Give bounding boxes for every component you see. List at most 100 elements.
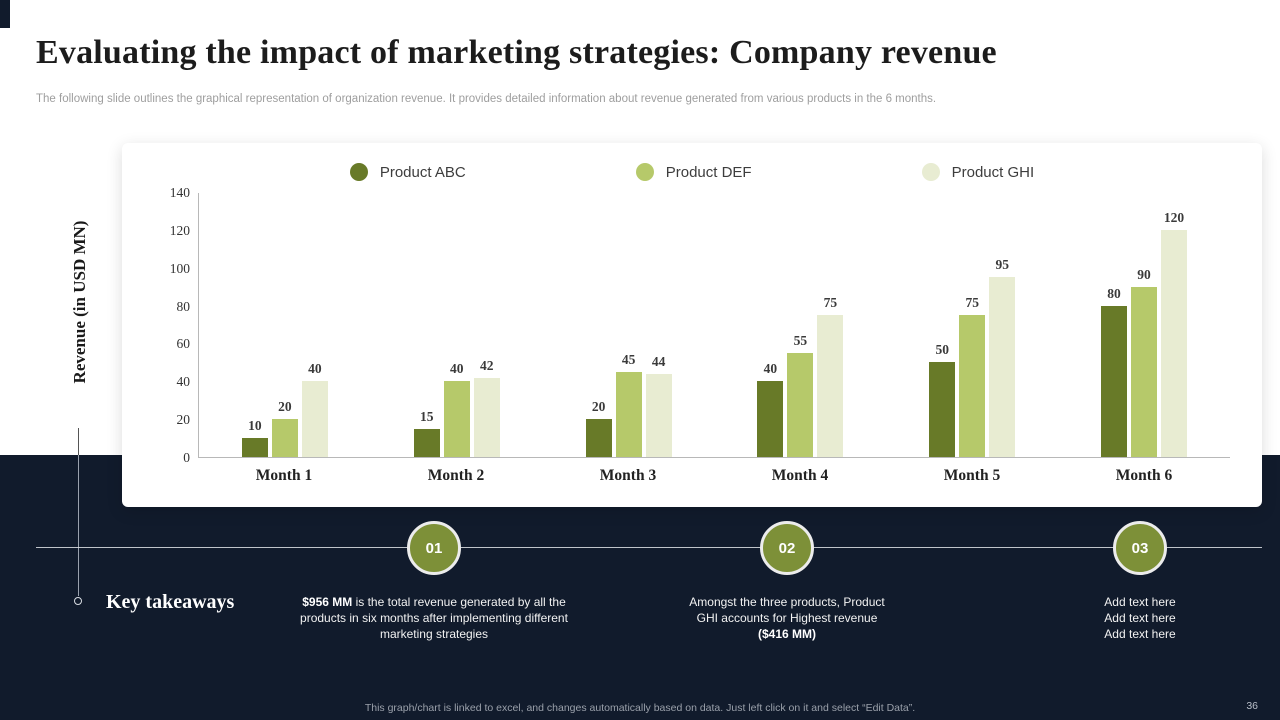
bar-value-label: 55 <box>793 332 808 348</box>
bar-product-def-month-4 <box>787 352 814 457</box>
footer-note: This graph/chart is linked to excel, and… <box>364 702 916 714</box>
y-axis-tick: 20 <box>176 412 191 428</box>
bar-value-label: 120 <box>1163 209 1185 225</box>
bar-wrap: 42 <box>473 357 500 457</box>
bar-wrap: 75 <box>817 295 844 457</box>
bar-product-abc-month-5 <box>929 362 956 457</box>
bar-product-abc-month-4 <box>757 381 784 457</box>
y-axis-tick: 60 <box>176 336 191 352</box>
takeaway-text-1: $956 MM is the total revenue generated b… <box>294 595 574 642</box>
legend-dot <box>349 163 368 181</box>
milestone-number: 03 <box>1131 539 1149 557</box>
connector-ring-icon <box>74 597 82 605</box>
takeaway-body: Amongst the three products, Product GHI … <box>689 595 885 625</box>
bar-wrap: 40 <box>757 361 784 457</box>
y-axis-title: Revenue (in USD MN) <box>70 220 89 384</box>
x-axis-label: Month 6 <box>1115 467 1173 484</box>
connector-line <box>78 455 79 596</box>
bar-wrap: 75 <box>959 295 986 457</box>
legend-item-product-abc: Product ABC <box>349 163 466 181</box>
bar-wrap: 20 <box>585 399 612 457</box>
takeaway-line: Add text here <box>1104 595 1176 609</box>
x-axis-label: Month 2 <box>427 467 485 484</box>
bar-group-month-6: 80 90 120 <box>1058 193 1230 457</box>
connector-line <box>78 428 79 455</box>
chart-card: Product ABC Product DEF Product GHI 0 20 4… <box>122 143 1262 507</box>
y-axis-tick: 80 <box>176 298 191 314</box>
takeaway-text-3: Add text here Add text here Add text her… <box>1075 595 1205 642</box>
bar-value-label: 75 <box>823 295 838 311</box>
bar-value-label: 40 <box>763 361 778 377</box>
bar-wrap: 44 <box>645 353 672 457</box>
page-title: Evaluating the impact of marketing strat… <box>36 34 997 71</box>
bar-value-label: 44 <box>651 353 666 369</box>
takeaway-body: is the total revenue generated by all th… <box>300 595 568 641</box>
milestone-number: 01 <box>425 539 443 557</box>
bar-product-abc-month-2 <box>413 428 440 457</box>
bar-group-month-3: 20 45 44 <box>543 193 715 457</box>
legend-label: Product DEF <box>665 163 752 181</box>
bar-wrap: 50 <box>929 342 956 457</box>
bar-wrap: 15 <box>413 408 440 457</box>
milestone-number: 02 <box>778 539 796 557</box>
bar-group-month-1: 10 20 40 <box>199 193 371 457</box>
chart-legend: Product ABC Product DEF Product GHI <box>142 163 1242 181</box>
x-axis-label: Month 5 <box>943 467 1001 484</box>
bar-value-label: 75 <box>965 295 979 311</box>
bar-product-abc-month-3 <box>585 419 612 457</box>
milestone-badge-03: 03 <box>1113 521 1167 575</box>
bar-value-label: 15 <box>419 408 434 424</box>
y-axis-ticks: 0 20 40 60 80 100 120 140 <box>148 185 191 465</box>
page-subtitle: The following slide outlines the graphic… <box>36 93 937 105</box>
y-axis-tick: 120 <box>169 222 190 238</box>
bar-wrap: 10 <box>241 418 268 457</box>
bar-value-label: 20 <box>278 399 292 415</box>
chart-plot-wrap: 0 20 40 60 80 100 120 140 10 20 40 15 40 42 20 45 44 40 5… <box>170 185 1230 485</box>
bar-wrap: 55 <box>787 332 814 457</box>
x-axis-label: Month 4 <box>771 467 829 484</box>
y-axis-tick: 100 <box>169 260 190 276</box>
bar-group-month-4: 40 55 75 <box>714 193 886 457</box>
bar-product-ghi-month-1 <box>301 381 328 457</box>
bar-wrap: 40 <box>301 361 328 457</box>
timeline-line <box>36 547 1262 548</box>
takeaway-text-2: Amongst the three products, Product GHI … <box>687 595 887 642</box>
bar-product-ghi-month-6 <box>1161 229 1188 457</box>
bar-value-label: 40 <box>308 361 322 377</box>
x-axis-labels: Month 1 Month 2 Month 3 Month 4 Month 5 Month… <box>198 467 1230 485</box>
legend-label: Product GHI <box>951 163 1035 181</box>
bar-wrap: 45 <box>615 351 642 457</box>
bar-value-label: 80 <box>1107 285 1121 301</box>
bar-group-month-5: 50 75 95 <box>886 193 1058 457</box>
bar-value-label: 10 <box>248 418 262 434</box>
y-axis-tick: 40 <box>176 374 191 390</box>
bar-product-abc-month-6 <box>1101 305 1128 457</box>
bar-product-def-month-2 <box>443 381 470 457</box>
bar-group-month-2: 15 40 42 <box>371 193 543 457</box>
bar-product-def-month-5 <box>959 315 986 457</box>
bar-value-label: 90 <box>1137 266 1151 282</box>
bar-product-def-month-3 <box>615 371 642 457</box>
bar-value-label: 42 <box>479 357 494 373</box>
bar-product-ghi-month-4 <box>817 315 844 457</box>
key-takeaways-heading: Key takeaways <box>106 591 235 613</box>
x-axis-label: Month 3 <box>599 467 657 484</box>
y-axis-tick: 0 <box>183 450 190 465</box>
milestone-badge-02: 02 <box>760 521 814 575</box>
takeaway-bold-value: $956 MM <box>302 595 353 609</box>
legend-label: Product ABC <box>379 163 466 181</box>
legend-item-product-ghi: Product GHI <box>921 163 1035 181</box>
plot-area: 10 20 40 15 40 42 20 45 44 40 55 75 50 75 95 80 90 120 <box>198 193 1230 458</box>
bar-wrap: 20 <box>271 399 298 457</box>
bar-wrap: 95 <box>989 257 1016 457</box>
bar-value-label: 20 <box>591 399 606 415</box>
milestone-badge-01: 01 <box>407 521 461 575</box>
legend-dot <box>921 163 940 181</box>
bar-value-label: 45 <box>621 351 636 367</box>
legend-item-product-def: Product DEF <box>635 163 752 181</box>
bar-value-label: 95 <box>995 257 1009 273</box>
page-number: 36 <box>1246 700 1258 712</box>
takeaway-line: Add text here <box>1104 610 1176 625</box>
bar-product-def-month-1 <box>271 419 298 457</box>
